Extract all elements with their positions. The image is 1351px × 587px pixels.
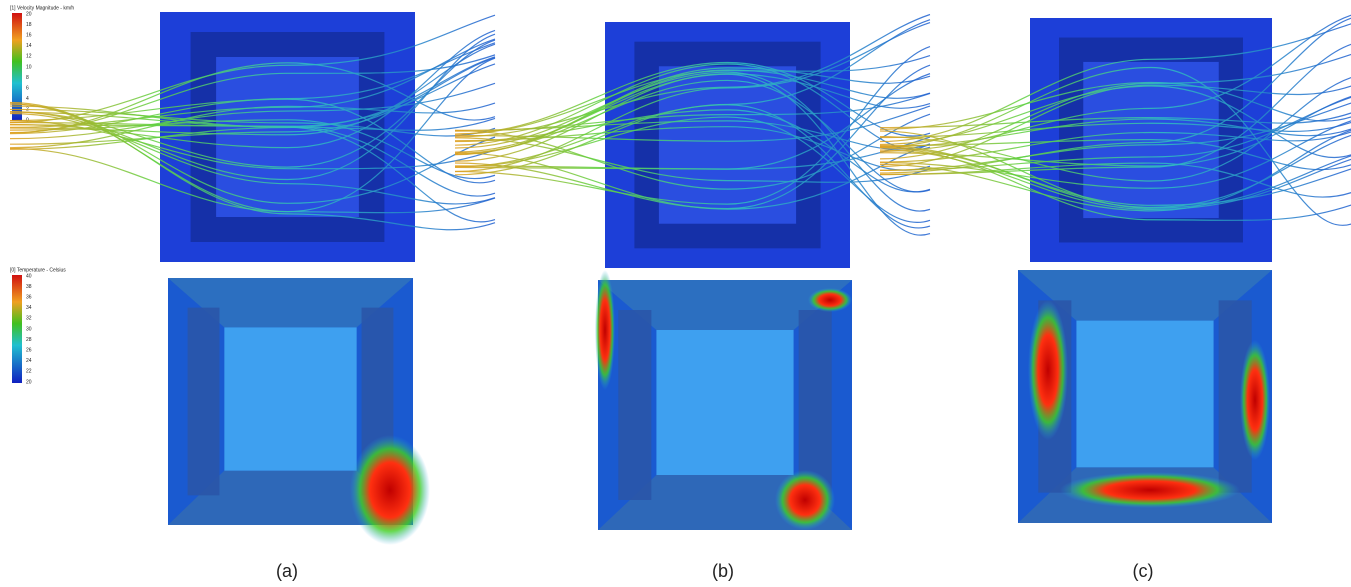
left-lattice (618, 310, 651, 500)
left-lattice (188, 308, 220, 496)
panels: [1] Velocity Magnitude - km/h20181614121… (10, 5, 1351, 580)
back-wall (224, 327, 356, 470)
legend-tick: 14 (26, 43, 32, 49)
legend-title: [0] Temperature - Celsius (10, 267, 66, 273)
legend-tick: 8 (26, 75, 29, 81)
hot-spot (595, 270, 615, 390)
legend-tick: 4 (26, 96, 29, 102)
panel-label: (b) (712, 561, 734, 581)
legend-tick: 26 (26, 348, 32, 354)
back-wall (656, 330, 793, 475)
legend-tick: 16 (26, 33, 32, 39)
legend-title: [1] Velocity Magnitude - km/h (10, 5, 74, 11)
back-wall (1076, 321, 1213, 468)
hot-spot (1060, 472, 1240, 508)
hot-spot (775, 470, 835, 530)
legend-tick: 20 (26, 379, 32, 385)
legend-tick: 6 (26, 86, 29, 92)
legend-tick: 24 (26, 358, 32, 364)
panel-label: (a) (276, 561, 298, 581)
legend-tick: 32 (26, 316, 32, 322)
legend-tick: 22 (26, 369, 32, 375)
legend-tick: 20 (26, 11, 32, 17)
legend-tick: 18 (26, 22, 32, 28)
cavity (659, 66, 796, 223)
color-bar (12, 275, 22, 383)
hot-spot (1240, 340, 1270, 460)
hot-spot (808, 288, 852, 312)
figure: [1] Velocity Magnitude - km/h20181614121… (0, 0, 1351, 587)
legend-tick: 40 (26, 273, 32, 279)
cavity (216, 57, 359, 217)
hot-spot (350, 435, 430, 545)
hot-spot (1028, 300, 1068, 440)
legend-tick: 28 (26, 337, 32, 343)
panel-label: (c) (1133, 561, 1154, 581)
legend-tick: 36 (26, 295, 32, 301)
legend-tick: 12 (26, 54, 32, 60)
legend-tick: 38 (26, 284, 32, 290)
legend-tick: 30 (26, 326, 32, 332)
legend-tick: 34 (26, 305, 32, 311)
legend-tick: 10 (26, 64, 32, 70)
